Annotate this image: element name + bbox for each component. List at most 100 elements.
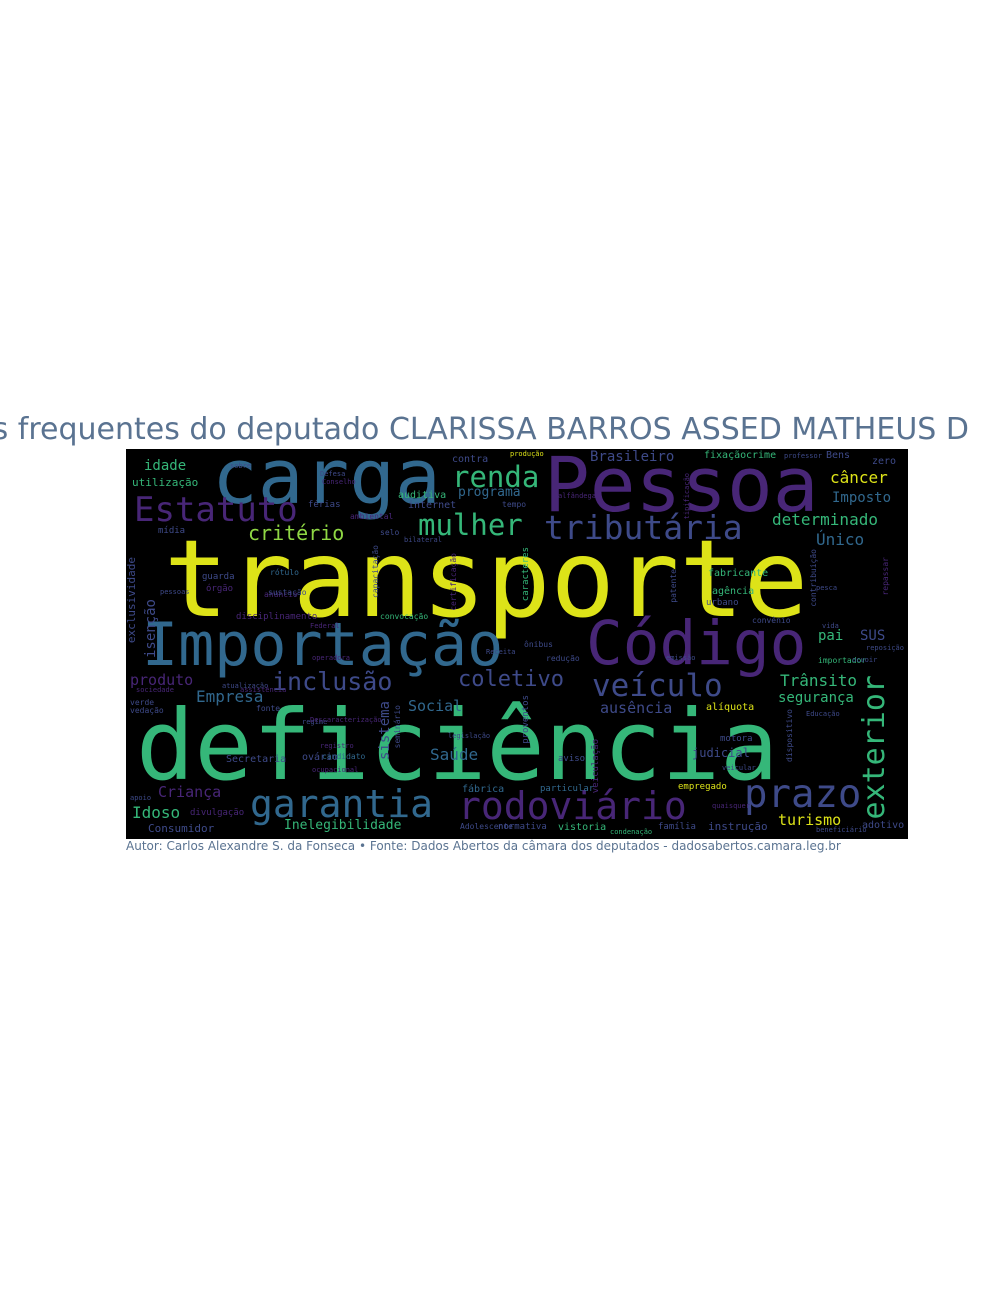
word-cloud-term: Consumidor [148, 822, 215, 835]
word-cloud-term: utilização [132, 476, 199, 489]
word-cloud-term: rótulo [270, 568, 299, 577]
word-cloud-term: auditiva [398, 490, 447, 501]
word-cloud-term: legislação [448, 732, 491, 740]
word-cloud-term: reposição [866, 644, 904, 652]
word-cloud-term: SUS [860, 628, 886, 644]
word-cloud-term: contra [452, 454, 489, 465]
word-cloud-term: Idoso [132, 803, 181, 822]
word-cloud-term: seminário [393, 705, 402, 749]
word-cloud-term: mídia [158, 526, 186, 536]
word-cloud-term: convocação [380, 612, 429, 621]
word-cloud-term: Saúde [430, 745, 479, 764]
word-cloud-term: condenação [610, 828, 653, 836]
word-cloud-term: carga [212, 449, 441, 521]
word-cloud-term: guarda [202, 572, 235, 582]
word-cloud-term: rodoviário [458, 784, 687, 828]
word-cloud-term: sociedade [136, 686, 174, 694]
word-cloud-term: renda [452, 460, 540, 494]
word-cloud-term: crime [746, 450, 777, 461]
word-cloud-term: tributária [544, 508, 743, 547]
chart-title: Mais frequentes do deputado CLARISSA BAR… [0, 412, 969, 447]
word-cloud-term: prazo [744, 772, 862, 817]
word-cloud-term: ovário [302, 752, 339, 763]
attribution-footer: Autor: Carlos Alexandre S. da Fonseca • … [126, 839, 841, 853]
word-cloud-term: anúncio [264, 590, 298, 599]
word-cloud-term: aviso [558, 754, 586, 764]
word-cloud-term: Criança [158, 783, 222, 801]
word-cloud-term: pai [818, 628, 844, 644]
word-cloud-term: Secretaria [226, 754, 287, 765]
word-cloud-term: operadora [312, 654, 350, 662]
word-cloud-term: Receita [486, 648, 516, 656]
word-cloud-term: idade [144, 458, 187, 474]
word-cloud-term: caracteres [521, 547, 531, 602]
word-cloud-term: fábrica [462, 784, 505, 795]
word-cloud-term: garantia [250, 782, 434, 826]
word-cloud-term: tipificação [683, 473, 691, 520]
word-cloud-term: família [658, 822, 696, 832]
word-cloud-term: sustação [268, 588, 307, 597]
word-cloud-term: alfândega [558, 492, 596, 500]
word-cloud-term: isenção [143, 599, 159, 659]
word-cloud-term: sobre [230, 462, 252, 470]
word-cloud-term: alíquota [706, 702, 755, 713]
word-cloud-term: apoio [130, 794, 152, 802]
word-cloud-term: tempo [502, 500, 527, 509]
word-cloud-term: Defesa [320, 470, 346, 478]
word-cloud-term: patente [669, 569, 678, 603]
word-cloud-term: Conselho [322, 478, 356, 486]
word-cloud-term: Educação [806, 710, 840, 718]
word-cloud-term: Importação [142, 610, 504, 680]
word-cloud-term: candidato [322, 752, 366, 761]
word-cloud-term: Trânsito [780, 671, 858, 690]
word-cloud-term: dispositivo [785, 709, 794, 762]
word-cloud-term: importador [818, 656, 867, 665]
word-cloud-term: repassar [881, 557, 890, 596]
word-cloud-term: coletivo [458, 667, 564, 692]
word-cloud-term: Inelegibilidade [284, 818, 402, 833]
word-cloud-term: vistoria [558, 822, 607, 833]
word-cloud-term: instrução [708, 820, 768, 833]
word-cloud-term: empregado [678, 782, 727, 792]
word-cloud-term: vedação [130, 706, 164, 715]
word-cloud-term: agência [712, 586, 755, 597]
word-cloud-term: Código [586, 608, 807, 679]
word-cloud-term: atualização [222, 682, 269, 690]
word-cloud-term: exclusividade [126, 557, 138, 644]
word-cloud-term: zero [872, 456, 897, 467]
word-cloud-term: quaisquer [712, 802, 750, 810]
word-cloud-term: divulgação [190, 808, 245, 818]
word-cloud-term: assistência [240, 686, 287, 694]
word-cloud-term: normativa [498, 822, 547, 832]
word-cloud-term: motora [720, 734, 753, 744]
word-cloud-term: Imposto [832, 490, 892, 506]
word-cloud-term: Adolescente [460, 822, 513, 831]
word-cloud-term: câncer [830, 468, 888, 487]
word-cloud-term: ausência [600, 699, 673, 717]
word-cloud-term: fonte [256, 704, 281, 713]
word-cloud-term: internet [408, 500, 457, 511]
word-cloud-term: produto [130, 671, 194, 689]
word-cloud-term: judicial [692, 746, 750, 760]
word-cloud-term: contribuição [809, 549, 818, 607]
word-cloud-term: disciplinamento [236, 612, 318, 622]
word-cloud-term: convênio [752, 616, 791, 625]
word-cloud-term: sistema [377, 701, 393, 761]
word-cloud-term: regime [302, 718, 328, 726]
word-cloud-term: Pessoa [544, 449, 819, 529]
word-cloud-term: fixação [704, 450, 747, 461]
word-cloud-term: produção [510, 450, 544, 458]
word-cloud-term: veículo [592, 668, 723, 704]
word-cloud-term: vida [822, 622, 839, 630]
word-cloud-term: veicular [722, 764, 756, 772]
word-cloud-term: beneficiário [816, 826, 867, 834]
word-cloud-term: programa [458, 485, 521, 500]
word-cloud-term: ocupacional [312, 766, 359, 774]
word-cloud-term: Brasileiro [590, 449, 675, 465]
word-cloud-term: transporte [164, 518, 809, 642]
word-cloud-term: pesca [816, 584, 838, 592]
word-cloud-term: pessoas [160, 588, 190, 596]
word-cloud-term: Único [816, 530, 865, 549]
word-cloud-term: veiculação [591, 739, 601, 794]
word-cloud-term: mulher [418, 508, 523, 542]
